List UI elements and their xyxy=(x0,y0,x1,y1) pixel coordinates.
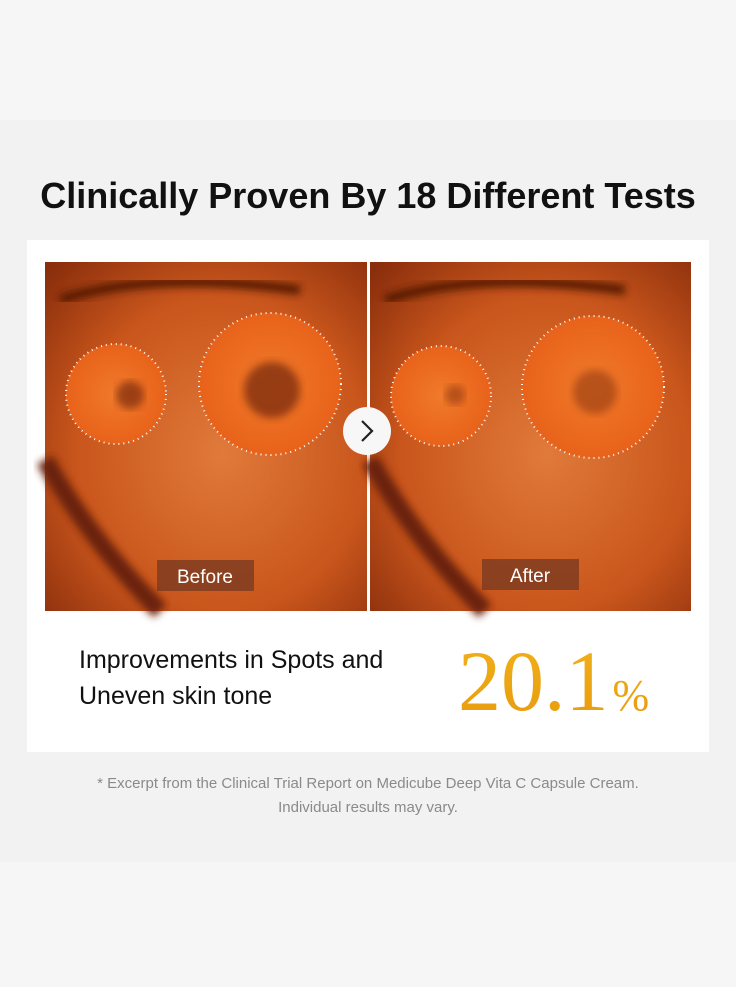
arrow-button xyxy=(343,407,391,455)
result-line: Uneven skin tone xyxy=(79,682,272,710)
result-value: 20.1% xyxy=(458,633,649,729)
result-unit: % xyxy=(613,671,650,720)
footnote: Individual results may vary. xyxy=(278,799,458,816)
title: Clinically Proven By 18 Different Tests xyxy=(40,175,696,216)
result-number: 20.1 xyxy=(458,633,609,729)
after-image: After xyxy=(362,262,691,618)
after-label: After xyxy=(510,566,551,587)
before-image: Before xyxy=(37,262,367,618)
footnote: * Excerpt from the Clinical Trial Report… xyxy=(97,775,639,792)
result-line: Improvements in Spots and xyxy=(79,646,383,674)
before-label: Before xyxy=(177,567,233,588)
